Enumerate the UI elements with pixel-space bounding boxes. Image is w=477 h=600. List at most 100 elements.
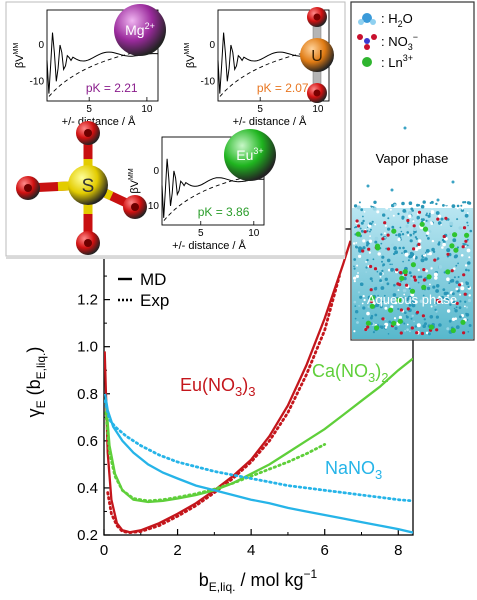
nitrate-molecule <box>373 267 378 271</box>
nitrate-molecule <box>364 327 368 332</box>
water-molecule <box>389 263 392 266</box>
water-molecule <box>460 254 464 257</box>
water-molecule <box>383 232 386 235</box>
water-molecule <box>374 223 377 226</box>
inset-dashed-line <box>163 173 265 221</box>
water-molecule <box>409 239 413 243</box>
water-molecule <box>428 212 431 215</box>
water-molecule <box>398 246 402 250</box>
water-molecule <box>356 321 359 324</box>
water-molecule <box>352 242 356 245</box>
nitrate-molecule <box>438 300 442 304</box>
lanthanide-ion <box>409 288 416 294</box>
water-molecule <box>467 298 472 303</box>
water-molecule <box>362 239 366 243</box>
vapor-molecule <box>366 184 370 188</box>
water-molecule <box>365 261 367 263</box>
oxygen-core <box>131 203 139 211</box>
water-molecule <box>447 294 450 297</box>
water-molecule <box>411 314 414 317</box>
water-molecule <box>458 306 462 310</box>
water-molecule <box>380 233 383 236</box>
water-molecule <box>393 317 397 320</box>
water-molecule <box>355 310 359 314</box>
water-molecule <box>420 204 425 209</box>
water-molecule <box>381 255 385 259</box>
water-molecule <box>435 315 439 319</box>
series-exp-line <box>104 411 327 503</box>
water-molecule <box>360 208 364 212</box>
water-molecule <box>464 264 468 267</box>
water-molecule <box>403 293 406 296</box>
water-molecule <box>384 224 387 227</box>
lanthanide-ion <box>428 324 435 330</box>
water-molecule <box>391 263 393 266</box>
water-molecule <box>429 283 431 286</box>
water-molecule <box>371 224 375 227</box>
water-molecule <box>387 333 390 335</box>
lanthanide-ion <box>365 320 371 326</box>
water-molecule <box>354 245 358 249</box>
water-molecule <box>380 268 382 271</box>
water-molecule <box>358 254 362 258</box>
water-molecule <box>407 259 410 262</box>
water-molecule <box>410 274 413 278</box>
water-molecule <box>435 211 440 215</box>
inset-ytick-bottom: -10 <box>30 77 45 88</box>
water-molecule <box>438 295 441 298</box>
inset-dashed-line <box>48 47 159 97</box>
water-molecule <box>454 309 458 313</box>
lanthanide-ion <box>449 243 455 249</box>
nitrate-molecule <box>450 269 454 273</box>
water-molecule <box>407 234 410 237</box>
nitrate-molecule <box>421 314 425 318</box>
lanthanide-ion <box>464 232 470 238</box>
water-molecule <box>406 221 410 224</box>
water-molecule <box>374 240 378 244</box>
water-molecule <box>398 315 402 319</box>
water-molecule <box>431 239 435 243</box>
nitrate-molecule <box>405 283 409 287</box>
water-molecule <box>466 248 471 253</box>
inset-dashed-line <box>219 47 330 97</box>
water-molecule <box>430 267 433 270</box>
water-molecule <box>353 204 358 208</box>
nitrate-molecule <box>462 273 466 277</box>
water-molecule <box>362 306 366 310</box>
water-molecule <box>367 224 372 228</box>
nitrate-molecule <box>435 328 439 332</box>
water-molecule <box>397 307 400 311</box>
water-molecule <box>419 275 423 279</box>
water-molecule <box>417 245 422 250</box>
water-molecule <box>455 264 458 267</box>
water-molecule <box>425 269 428 273</box>
water-molecule <box>380 242 383 245</box>
oxygen-core <box>84 239 92 247</box>
water-molecule <box>430 201 433 204</box>
inset-pk-value: pK = 2.21 <box>86 81 138 95</box>
water-molecule <box>446 327 450 331</box>
water-molecule <box>359 227 362 230</box>
water-molecule <box>410 276 414 280</box>
water-molecule <box>374 286 378 290</box>
inset-y-label: βVMM <box>13 43 26 69</box>
water-molecule <box>374 236 379 241</box>
nitrate-molecule <box>399 271 403 275</box>
water-molecule <box>459 315 462 319</box>
water-molecule <box>362 219 365 223</box>
nitrate-molecule <box>412 247 416 251</box>
water-molecule <box>374 313 378 317</box>
water-molecule <box>428 252 432 256</box>
water-molecule <box>372 258 375 261</box>
water-molecule <box>410 292 415 297</box>
water-molecule <box>386 258 391 263</box>
water-molecule <box>445 202 449 206</box>
water-molecule <box>354 317 357 320</box>
water-molecule <box>449 221 454 226</box>
water-molecule <box>377 294 379 297</box>
water-molecule <box>451 317 456 321</box>
vapor-molecule <box>436 198 440 202</box>
water-molecule <box>465 312 468 315</box>
water-molecule <box>446 218 450 221</box>
water-molecule <box>379 279 383 283</box>
